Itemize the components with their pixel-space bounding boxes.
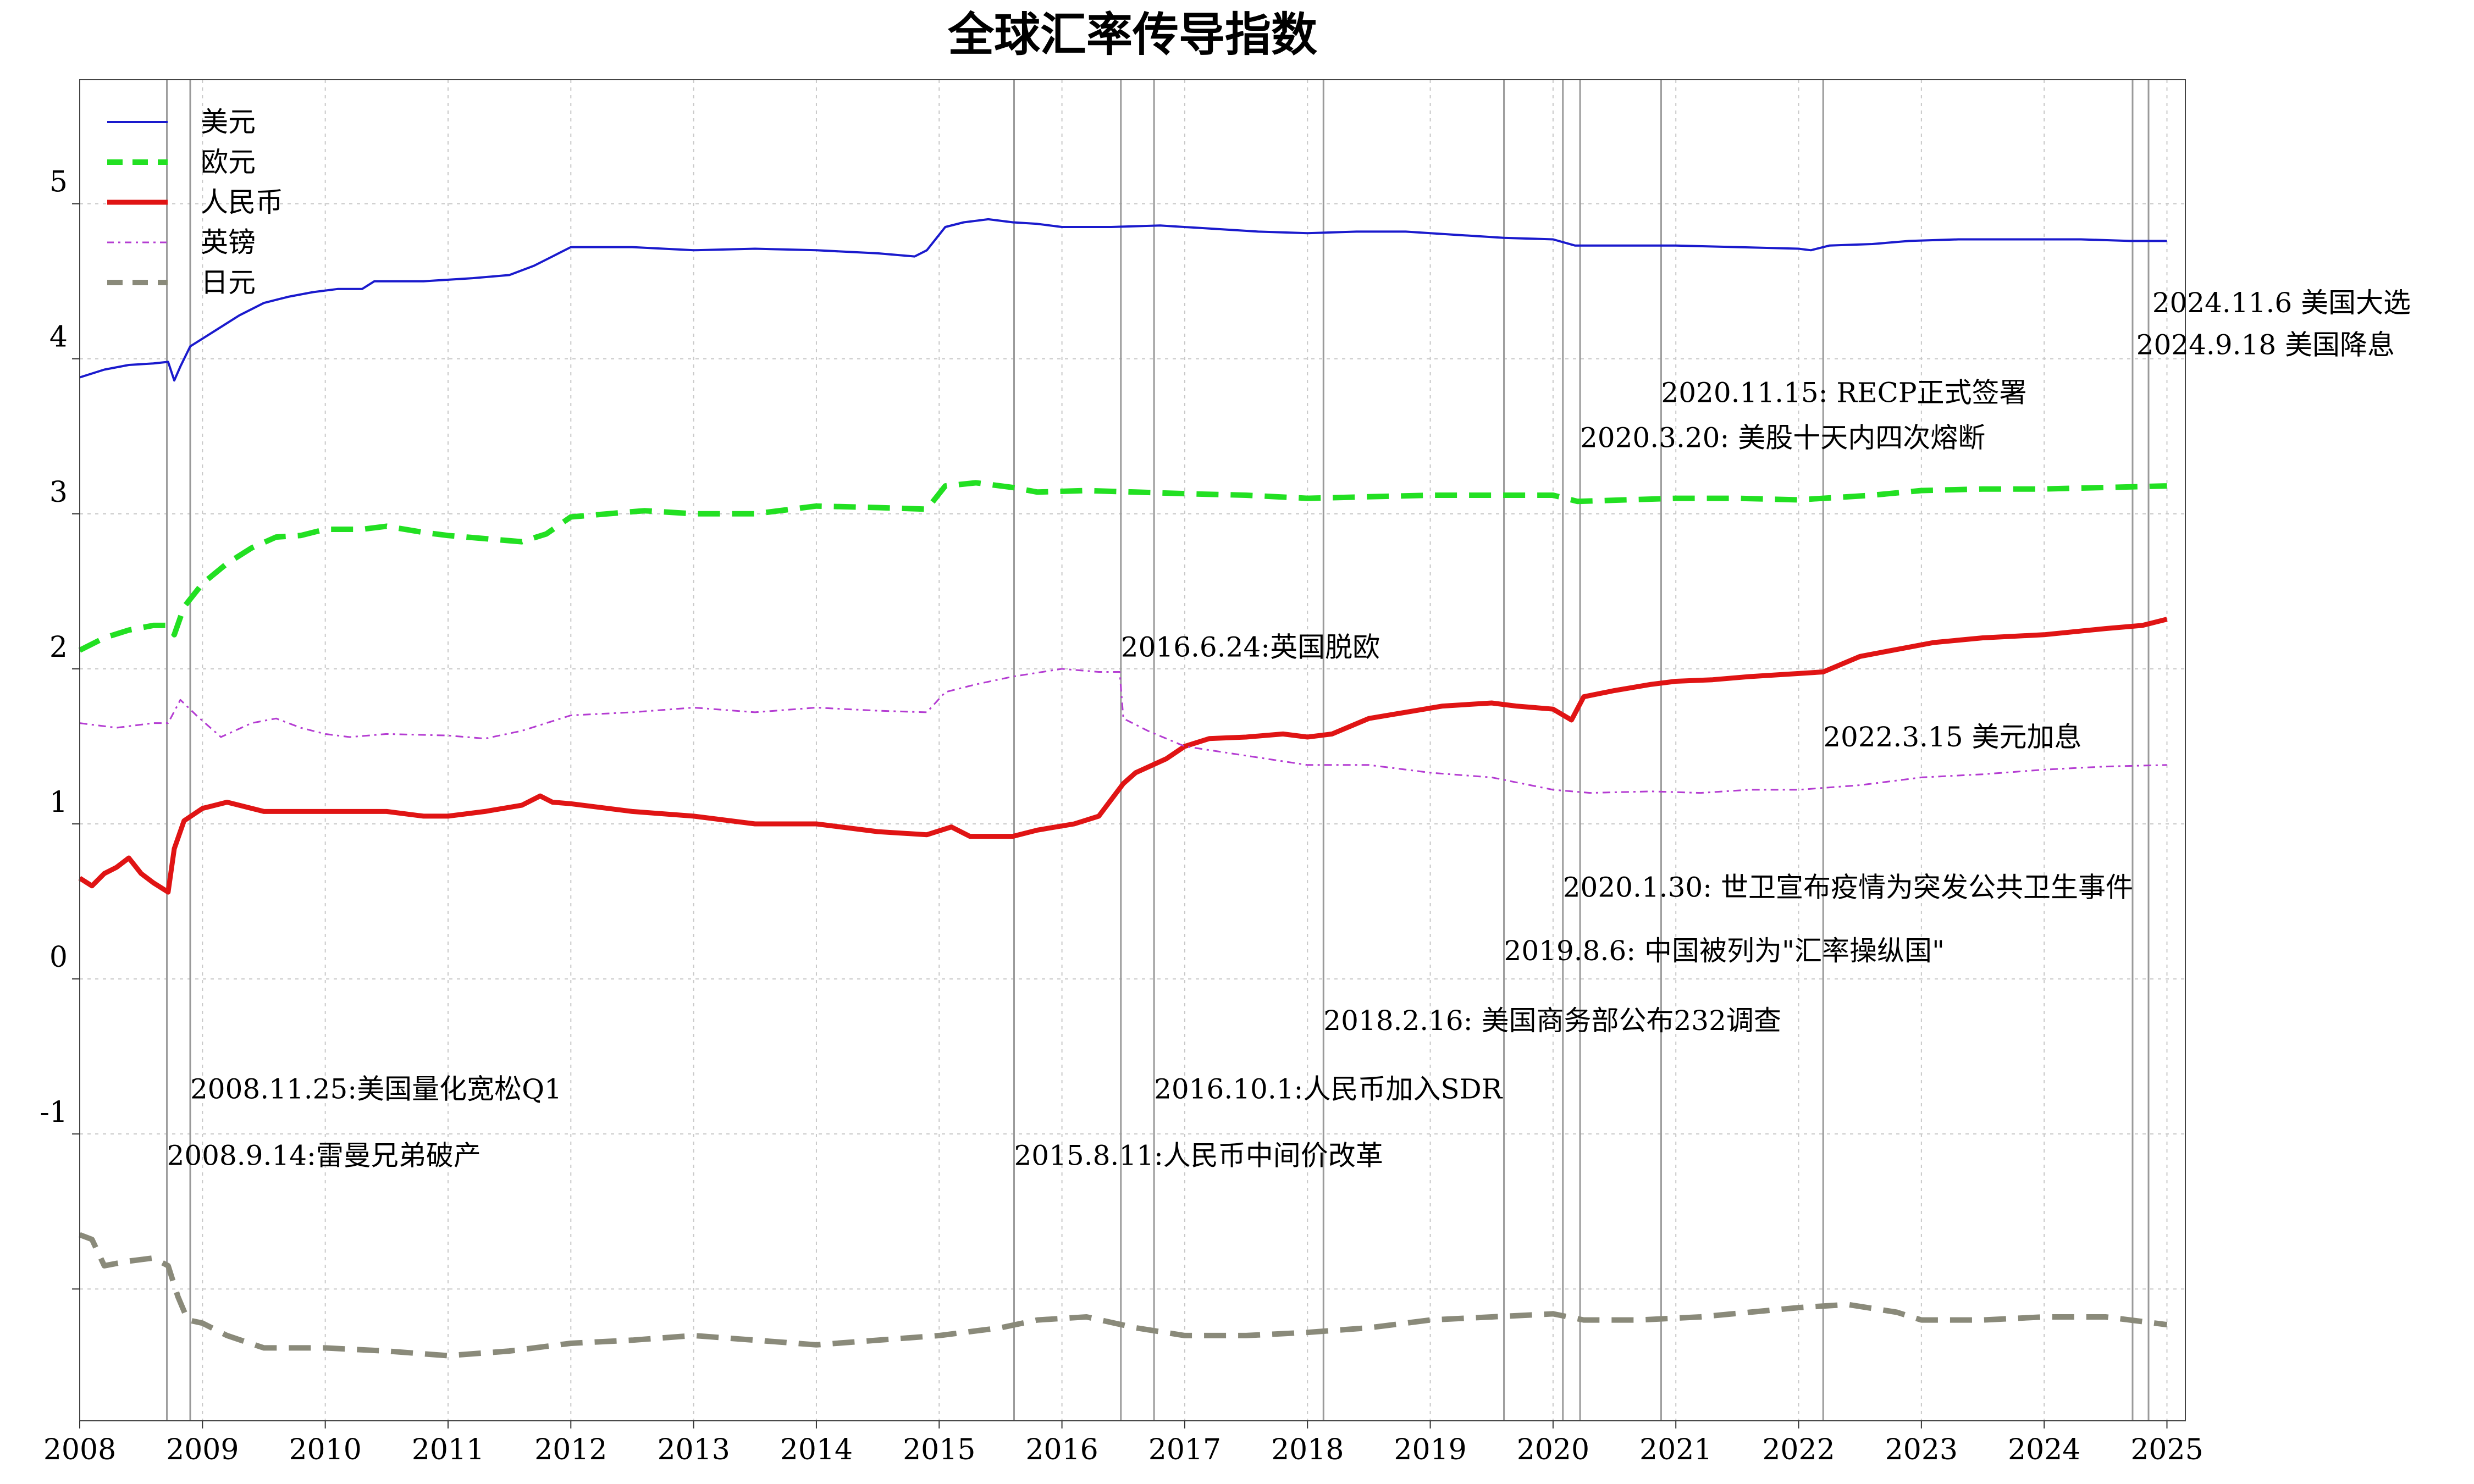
y-tick-label: 1 xyxy=(49,786,68,819)
series-line-美元 xyxy=(79,218,2167,382)
x-tick-label: 2009 xyxy=(166,1433,239,1466)
grid-layer xyxy=(79,80,2185,1421)
event-annotation: 2020.3.20: 美股十天内四次熔断 xyxy=(1580,422,1985,454)
x-tick-label: 2008 xyxy=(43,1433,116,1466)
x-tick-label: 2025 xyxy=(2130,1433,2203,1466)
x-tick-label: 2013 xyxy=(657,1433,730,1466)
y-tick-label: 5 xyxy=(49,166,68,199)
x-tick-label: 2017 xyxy=(1148,1433,1221,1466)
legend-label: 日元 xyxy=(201,267,256,298)
y-tick-label: 4 xyxy=(49,321,68,354)
series-layer xyxy=(78,218,2168,1359)
event-annotation: 2015.8.11:人民币中间价改革 xyxy=(1014,1140,1383,1172)
y-tick-label: -1 xyxy=(40,1096,68,1129)
x-tick-label: 2022 xyxy=(1762,1433,1835,1466)
y-tick-label: 2 xyxy=(49,631,68,664)
y-tick-label: 0 xyxy=(49,941,68,974)
x-tick-label: 2020 xyxy=(1517,1433,1589,1466)
x-tick-label: 2015 xyxy=(903,1433,975,1466)
event-annotation: 2016.6.24:英国脱欧 xyxy=(1121,631,1380,663)
legend-label: 人民币 xyxy=(201,186,283,218)
series-line-欧元 xyxy=(78,480,2167,653)
chart-title: 全球汇率传导指数 xyxy=(947,7,1317,62)
annotation-layer: 2024.11.6 美国大选 2024.9.18 美国降息 2020.11.15: … xyxy=(167,287,2411,1171)
x-tick-label: 2010 xyxy=(289,1433,361,1466)
series-line-日元 xyxy=(79,1232,2168,1359)
event-annotation: 2008.11.25:美国量化宽松Q1 xyxy=(190,1073,562,1105)
axis-layer: 2008 2009 2010 2011 2012 2013 2014 2015 2016 2017… xyxy=(40,79,2204,1466)
event-lines-layer xyxy=(166,80,2150,1421)
event-annotation: 2020.11.15: RECP正式签署 xyxy=(1661,377,2026,409)
x-tick-label: 2019 xyxy=(1394,1433,1466,1466)
event-annotation: 2016.10.1:人民币加入SDR xyxy=(1154,1073,1503,1105)
event-annotation: 2024.9.18 美国降息 xyxy=(2136,329,2395,361)
x-tick-label: 2023 xyxy=(1885,1433,1958,1466)
x-tick-label: 2016 xyxy=(1025,1433,1098,1466)
x-tick-label: 2021 xyxy=(1639,1433,1712,1466)
event-annotation: 2008.9.14:雷曼兄弟破产 xyxy=(167,1140,481,1172)
event-annotation: 2022.3.15 美元加息 xyxy=(1823,721,2081,753)
event-annotation: 2018.2.16: 美国商务部公布232调查 xyxy=(1323,1005,1781,1037)
legend-label: 英镑 xyxy=(201,226,256,258)
series-line-人民币 xyxy=(78,617,2168,895)
y-tick-label: 3 xyxy=(49,476,68,509)
legend-label: 美元 xyxy=(201,106,256,138)
event-annotation: 2024.11.6 美国大选 xyxy=(2152,287,2411,319)
x-tick-label: 2012 xyxy=(534,1433,607,1466)
x-tick-label: 2018 xyxy=(1271,1433,1344,1466)
legend-label: 欧元 xyxy=(201,146,256,178)
x-tick-label: 2014 xyxy=(780,1433,853,1466)
x-tick-label: 2024 xyxy=(2008,1433,2080,1466)
x-tick-label: 2011 xyxy=(412,1433,484,1466)
event-annotation: 2019.8.6: 中国被列为"汇率操纵国" xyxy=(1504,935,1945,967)
event-annotation: 2020.1.30: 世卫宣布疫情为突发公共卫生事件 xyxy=(1563,872,2133,904)
series-line-英镑 xyxy=(79,668,2167,794)
plot-frame xyxy=(79,79,2186,1421)
